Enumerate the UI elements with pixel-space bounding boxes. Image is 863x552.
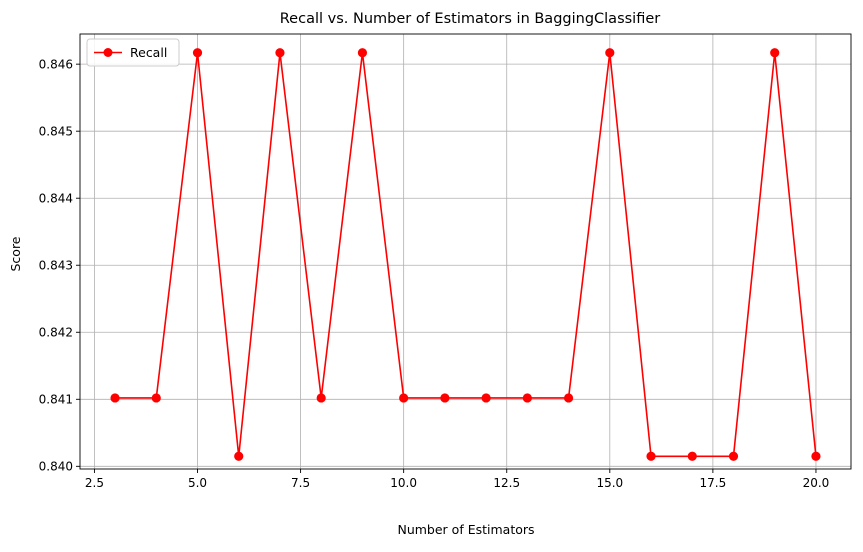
legend-marker-swatch [103,48,113,57]
y-tick-label: 0.840 [39,460,73,474]
series-line-recall [115,51,817,458]
data-point-recall [563,393,574,403]
x-tick-label: 2.5 [85,476,104,490]
legend-box [86,38,180,67]
x-tick-label: 7.5 [291,476,310,490]
y-tick-label: 0.846 [39,57,73,71]
y-tick-label: 0.843 [39,259,73,273]
x-tick-label: 15.0 [596,476,623,490]
data-point-recall [440,393,450,403]
y-tick-label: 0.842 [39,326,73,340]
data-point-recall [605,48,615,58]
x-tick-label: 20.0 [803,476,830,490]
data-point-recall [522,393,532,403]
data-point-recall [646,451,656,461]
data-point-recall [687,451,697,461]
legend-label-recall: Recall [130,45,167,60]
y-axis-label: Score [8,236,23,271]
legend: Recall [86,38,180,67]
chart-title: Recall vs. Number of Estimators in Baggi… [280,11,661,27]
data-point-recall [110,393,120,403]
data-point-recall [316,393,326,403]
y-tick-label: 0.844 [39,192,73,206]
x-tick-label: 10.0 [390,476,417,490]
y-tick-label: 0.845 [39,124,73,138]
x-tick-label: 5.0 [188,476,207,490]
data-point-recall [811,451,821,461]
data-point-recall [275,48,285,58]
series-layer [110,48,821,461]
data-point-recall [234,451,244,461]
x-tick-label: 17.5 [700,476,727,490]
data-point-recall [192,48,203,58]
x-axis-label: Number of Estimators [397,522,534,537]
data-point-recall [399,393,409,403]
data-point-recall [151,393,161,403]
data-point-recall [728,451,739,461]
data-point-recall [770,48,780,58]
grid [80,34,851,469]
data-point-recall [481,393,491,403]
y-tick-label: 0.841 [39,393,73,407]
plot-area-frame [79,33,852,470]
axes: 2.5 5.0 7.5 10.0 12.5 15.0 17.5 20.0 0.840 0.841 0… [39,57,830,490]
x-tick-label: 12.5 [493,476,520,490]
data-point-recall [357,48,368,58]
